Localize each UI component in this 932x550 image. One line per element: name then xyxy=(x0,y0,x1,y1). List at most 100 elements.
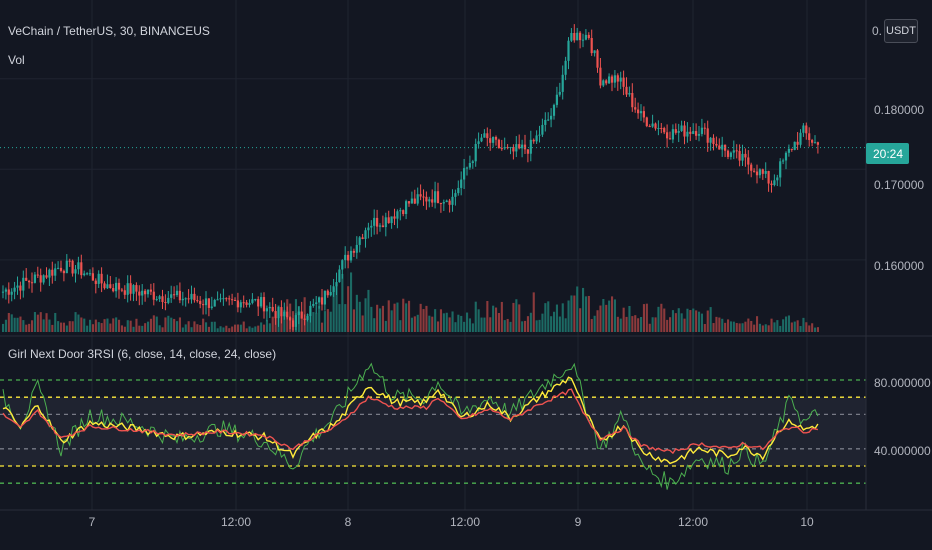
candle-body xyxy=(161,296,164,303)
volume-bar xyxy=(161,327,164,332)
candle-body xyxy=(813,142,817,144)
time-label-10: 10 xyxy=(800,515,814,529)
symbol-legend[interactable]: VeChain / TetherUS, 30, BINANCEUS xyxy=(8,24,210,38)
candle-body xyxy=(706,128,709,143)
volume-bar xyxy=(147,321,150,332)
candle-body xyxy=(16,285,19,288)
volume-bar xyxy=(599,305,602,332)
candle-body xyxy=(225,298,228,300)
volume-bar xyxy=(654,317,657,332)
candle-body xyxy=(120,289,123,291)
candle-body xyxy=(758,169,761,176)
volume-bar xyxy=(216,328,219,332)
candle-body xyxy=(602,80,605,86)
indicator-legend[interactable]: Girl Next Door 3RSI (6, close, 14, close… xyxy=(8,347,276,361)
candle-body xyxy=(599,67,602,86)
volume-bar xyxy=(576,286,579,332)
volume-bar xyxy=(71,321,74,332)
candle-body xyxy=(283,311,286,317)
candle-body xyxy=(764,170,767,174)
volume-bar xyxy=(265,320,268,332)
candle-body xyxy=(718,145,721,150)
volume-bar xyxy=(779,325,782,332)
candle-body xyxy=(544,119,547,125)
volume-bar xyxy=(724,322,727,332)
candle-body xyxy=(347,254,350,261)
volume-bar xyxy=(486,300,489,332)
volume-bar xyxy=(712,323,715,332)
volume-legend[interactable]: Vol xyxy=(8,53,25,67)
candle-body xyxy=(341,260,344,270)
rsi-line-24 xyxy=(2,388,819,455)
candle-body xyxy=(526,149,529,154)
volume-bar xyxy=(442,313,445,332)
volume-bar xyxy=(364,298,367,332)
candle-body xyxy=(132,285,135,294)
candle-body xyxy=(248,302,251,305)
candle-body xyxy=(33,274,36,283)
candle-body xyxy=(25,277,28,281)
candlestick-series[interactable] xyxy=(1,24,819,331)
volume-bar xyxy=(674,313,677,332)
candle-body xyxy=(576,32,579,41)
volume-bar xyxy=(648,323,651,332)
currency-button[interactable]: USDT xyxy=(884,19,918,43)
candle-body xyxy=(761,169,764,174)
candle-body xyxy=(744,153,747,158)
rsi-line-14 xyxy=(2,376,819,465)
candle-body xyxy=(112,288,115,292)
candle-body xyxy=(413,198,416,204)
candle-body xyxy=(486,133,489,139)
candle-body xyxy=(419,194,422,197)
candle-body xyxy=(393,216,396,219)
volume-bar xyxy=(141,325,144,332)
volume-bar xyxy=(181,327,184,332)
candle-body xyxy=(149,289,152,292)
volume-bar xyxy=(62,322,65,332)
volume-bar xyxy=(51,324,54,332)
volume-bar xyxy=(13,317,16,332)
volume-bar xyxy=(445,312,448,332)
candle-body xyxy=(126,283,129,295)
volume-bar xyxy=(524,320,527,332)
candle-body xyxy=(187,298,190,300)
volume-bar xyxy=(318,306,321,332)
candle-body xyxy=(36,274,39,276)
volume-bar xyxy=(457,314,460,332)
volume-bar xyxy=(727,319,730,332)
candle-body xyxy=(671,129,674,140)
volume-bar xyxy=(347,286,350,332)
candle-body xyxy=(68,260,71,262)
candle-body xyxy=(100,273,103,284)
volume-bar xyxy=(758,323,761,332)
volume-bar xyxy=(126,320,129,332)
volume-bar xyxy=(497,313,500,332)
candle-body xyxy=(62,270,65,274)
volume-bar xyxy=(187,321,190,332)
volume-bar xyxy=(83,318,86,332)
volume-bar xyxy=(474,301,477,332)
volume-bar xyxy=(602,298,605,332)
candle-body xyxy=(71,260,74,274)
volume-bar xyxy=(109,323,112,332)
candle-body xyxy=(724,144,727,151)
candle-body xyxy=(42,275,45,283)
candle-body xyxy=(460,179,463,188)
candle-body xyxy=(199,300,202,305)
candle-body xyxy=(784,152,788,161)
volume-bar xyxy=(663,308,666,332)
candle-body xyxy=(605,80,608,84)
volume-bar xyxy=(68,321,71,332)
volume-bar xyxy=(132,326,135,332)
candle-body xyxy=(558,91,561,95)
candle-body xyxy=(770,183,773,186)
candle-body xyxy=(660,127,663,129)
volume-bar xyxy=(384,320,387,332)
candle-body xyxy=(454,193,457,197)
candle-body xyxy=(506,146,509,148)
candle-body xyxy=(88,273,92,275)
candle-body xyxy=(167,297,170,303)
volume-bar xyxy=(231,326,234,332)
candle-body xyxy=(175,290,179,296)
